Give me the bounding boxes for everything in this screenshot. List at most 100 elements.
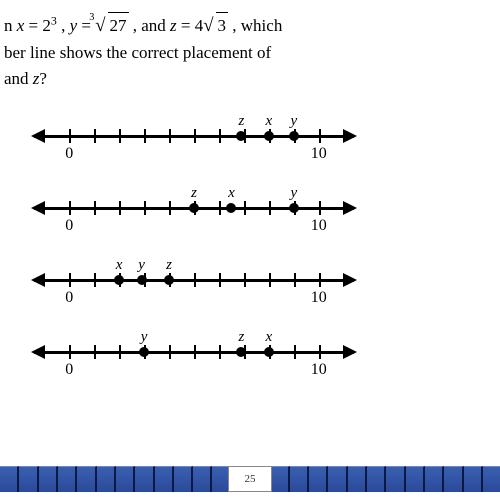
tick: [69, 201, 71, 215]
q-txt: , and: [129, 16, 171, 35]
tick: [94, 201, 96, 215]
point-label-z: z: [166, 257, 172, 274]
tick: [69, 273, 71, 287]
footer-segment: [464, 466, 483, 492]
footer-segment: [155, 466, 174, 492]
point-x: [114, 275, 124, 285]
footer-segment: [0, 466, 19, 492]
point-label-y: y: [141, 329, 148, 346]
tick: [94, 345, 96, 359]
point-label-y: y: [290, 113, 297, 130]
radical-icon: √: [95, 15, 105, 36]
tick: [94, 273, 96, 287]
tick-label-10: 10: [311, 145, 327, 163]
arrow-right-icon: [343, 273, 357, 287]
footer-segment: [174, 466, 193, 492]
arrow-left-icon: [31, 129, 45, 143]
q-txt: n: [4, 16, 17, 35]
tick: [119, 201, 121, 215]
cuberoot: 3√27: [95, 12, 128, 40]
point-z: [236, 347, 246, 357]
footer-segment: [483, 466, 500, 492]
tick: [319, 273, 321, 287]
tick: [144, 129, 146, 143]
tick: [244, 201, 246, 215]
q-txt: ?: [39, 69, 47, 88]
point-label-z: z: [239, 113, 245, 130]
tick: [94, 129, 96, 143]
tick: [319, 345, 321, 359]
radical-icon: √: [203, 15, 213, 36]
point-label-x: x: [266, 329, 273, 346]
footer-segment: [444, 466, 463, 492]
footer-segment: [97, 466, 116, 492]
tick: [144, 201, 146, 215]
tick: [169, 345, 171, 359]
tick: [294, 345, 296, 359]
tick: [194, 273, 196, 287]
tick: [319, 129, 321, 143]
q-line2: ber line shows the correct placement of: [4, 43, 271, 62]
tick: [219, 201, 221, 215]
tick: [244, 273, 246, 287]
footer-segment: [193, 466, 212, 492]
footer-segment: [77, 466, 96, 492]
q-z: z: [170, 16, 177, 35]
question-text: n x = 23 , y = 3√27 , and z = 4√3 , whic…: [4, 12, 490, 91]
q-txt: ,: [57, 16, 70, 35]
footer-segment: [135, 466, 154, 492]
tick: [119, 129, 121, 143]
arrow-left-icon: [31, 273, 45, 287]
tick: [69, 345, 71, 359]
point-z: [164, 275, 174, 285]
tick: [219, 129, 221, 143]
tick: [219, 345, 221, 359]
tick-label-0: 0: [65, 145, 73, 163]
number-line-1: 010zxy: [34, 109, 354, 167]
arrow-right-icon: [343, 201, 357, 215]
point-label-z: z: [191, 185, 197, 202]
tick-label-10: 10: [311, 217, 327, 235]
arrow-right-icon: [343, 345, 357, 359]
point-y: [289, 131, 299, 141]
footer-segment: [328, 466, 347, 492]
arrow-right-icon: [343, 129, 357, 143]
footer-segment: [367, 466, 386, 492]
arrow-left-icon: [31, 201, 45, 215]
q-txt: = 2: [24, 16, 51, 35]
point-x: [264, 131, 274, 141]
number-line-2: 010zxy: [34, 181, 354, 239]
tick-label-0: 0: [65, 361, 73, 379]
footer-segment: [270, 466, 289, 492]
sqrt-radicand: 3: [216, 12, 229, 39]
q-y: y: [70, 16, 78, 35]
footer-segment: [406, 466, 425, 492]
point-label-z: z: [239, 329, 245, 346]
point-z: [236, 131, 246, 141]
point-y: [139, 347, 149, 357]
point-label-y: y: [138, 257, 145, 274]
point-label-x: x: [228, 185, 235, 202]
point-z: [189, 203, 199, 213]
point-x: [264, 347, 274, 357]
footer-segment: [58, 466, 77, 492]
footer-segment: [19, 466, 38, 492]
footer-segment: [116, 466, 135, 492]
tick: [219, 273, 221, 287]
footer-segment: [290, 466, 309, 492]
tick: [119, 345, 121, 359]
point-y: [137, 275, 147, 285]
tick: [194, 345, 196, 359]
tick: [294, 273, 296, 287]
q-txt: , which: [228, 16, 282, 35]
tick: [319, 201, 321, 215]
q-txt: and: [4, 69, 33, 88]
tick: [194, 129, 196, 143]
point-y: [289, 203, 299, 213]
q-txt: = 4: [177, 16, 204, 35]
tick: [169, 129, 171, 143]
tick: [269, 201, 271, 215]
tick-label-10: 10: [311, 289, 327, 307]
point-label-x: x: [116, 257, 123, 274]
tick-label-0: 0: [65, 289, 73, 307]
